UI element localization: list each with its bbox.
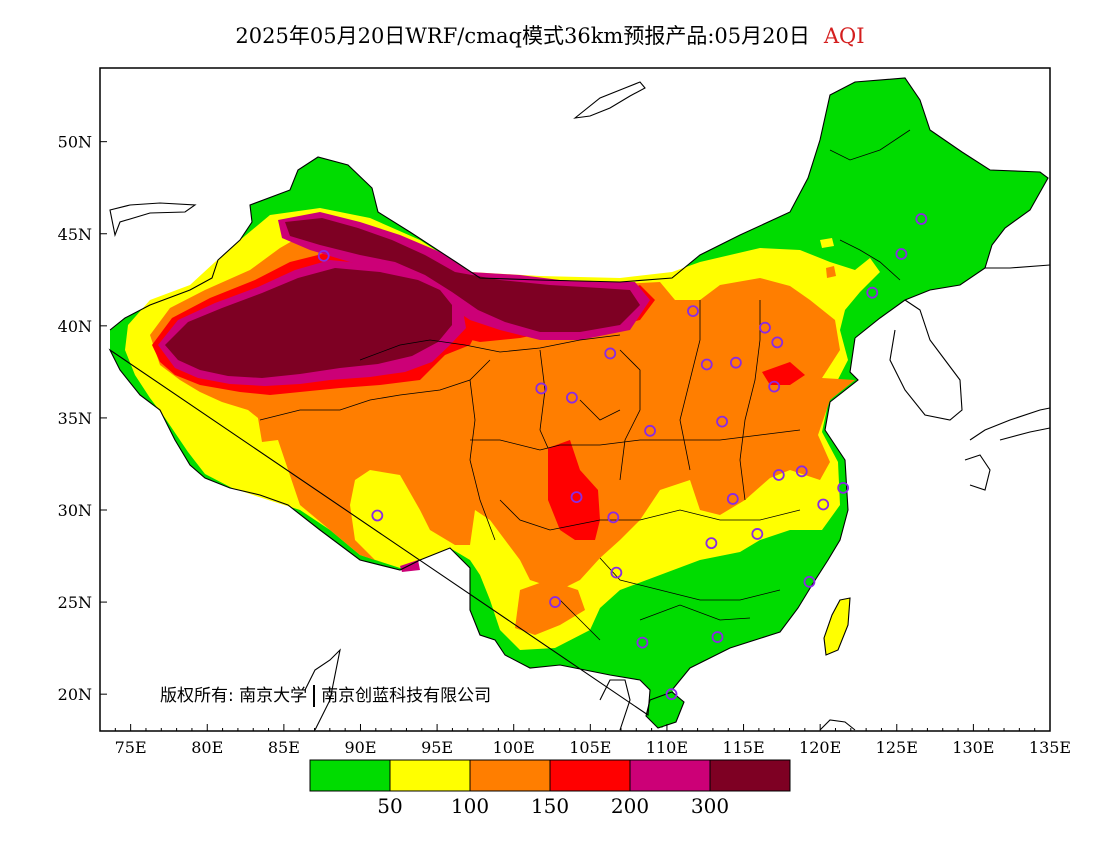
city-marker [716,415,728,428]
city-marker [705,537,718,550]
city-marker [317,249,330,262]
lat-tick-label: 25N [58,593,92,612]
city-marker [711,631,724,643]
colorbar-swatch [549,759,631,792]
colorbar-label: 50 [377,794,402,818]
city-marker [687,305,699,318]
city-marker [371,509,384,522]
aqi-orange-ne-spot [826,266,836,278]
lon-tick-label: 90E [344,738,376,757]
lon-tick-label: 125E [876,738,918,757]
city-marker [772,469,785,481]
aqi-level-maroon [165,268,452,378]
city-marker [726,493,739,505]
lon-tick-label: 115E [722,738,764,757]
lon-tick-label: 80E [191,738,223,757]
city-markers [317,213,928,701]
lat-tick-label: 45N [58,225,92,244]
city-marker [759,321,771,334]
lat-tick-label: 35N [58,409,92,428]
colorbar-swatch [309,759,391,792]
city-marker [636,636,649,649]
lon-tick-label: 85E [268,738,300,757]
aqi-maroon-north [285,218,640,332]
lon-tick-label: 105E [569,738,611,757]
city-marker [607,511,620,524]
colorbar-label: 150 [531,794,569,818]
city-marker [570,491,583,504]
city-marker [566,391,578,404]
city-marker [915,213,928,225]
aqi-yellow-ne-spot [820,238,834,248]
city-marker [895,248,908,260]
aqi-taiwan [824,598,850,655]
colorbar-swatch [469,759,551,792]
colorbar-label: 100 [451,794,489,818]
lon-tick-label: 135E [1029,738,1071,757]
axes: 75E 80E 85E 90E 95E 100E 105E 110E 115E 120E 125E 1… [58,133,1071,757]
aqi-hainan [646,692,684,728]
colorbar-swatch [389,759,471,792]
city-marker [803,575,816,588]
lon-tick-label: 130E [952,738,994,757]
lat-tick-label: 50N [58,133,92,152]
lat-tick-label: 40N [58,317,92,336]
city-marker [700,358,713,371]
aqi-red-sichuan [548,440,600,540]
lon-tick-label: 75E [115,738,147,757]
lon-tick-label: 110E [646,738,688,757]
lon-tick-label: 120E [799,738,841,757]
lat-tick-label: 20N [58,685,92,704]
aqi-orange-yunnan [515,580,585,635]
copyright-right: 南京创蓝科技有限公司 [321,686,492,706]
lat-tick-label: 30N [58,501,92,520]
map-title: 2025年05月20日WRF/cmaq模式36km预报产品:05月20日 AQI [0,20,1100,50]
lon-tick-label: 95E [421,738,453,757]
city-marker [817,498,830,511]
city-marker [866,286,879,299]
city-marker [729,356,742,369]
city-marker [768,380,781,393]
colorbar: 50 100 150 200 300 [309,759,791,818]
copyright-separator [313,685,316,707]
lon-tick-label: 100E [493,738,535,757]
city-marker [795,465,808,478]
colorbar-swatch [629,759,711,792]
city-marker [837,481,850,494]
colorbar-label: 200 [611,794,649,818]
city-marker [665,688,678,701]
city-marker [549,596,561,608]
copyright-note: 版权所有: 南京大学 南京创蓝科技有限公司 [160,681,491,707]
city-marker [751,528,764,540]
aqi-red-shandong [762,362,805,385]
colorbar-swatch [709,759,791,792]
copyright-left: 版权所有: 南京大学 [160,686,308,706]
city-marker [644,424,656,437]
colorbar-label: 300 [691,794,729,818]
city-marker [771,336,784,349]
title-text: 2025年05月20日WRF/cmaq模式36km预报产品:05月20日 [235,24,810,48]
city-marker [604,347,617,360]
city-marker [535,382,548,395]
boundaries [108,77,1050,731]
aqi-field [110,78,1048,728]
title-variable: AQI [823,24,865,48]
city-marker [610,566,623,579]
